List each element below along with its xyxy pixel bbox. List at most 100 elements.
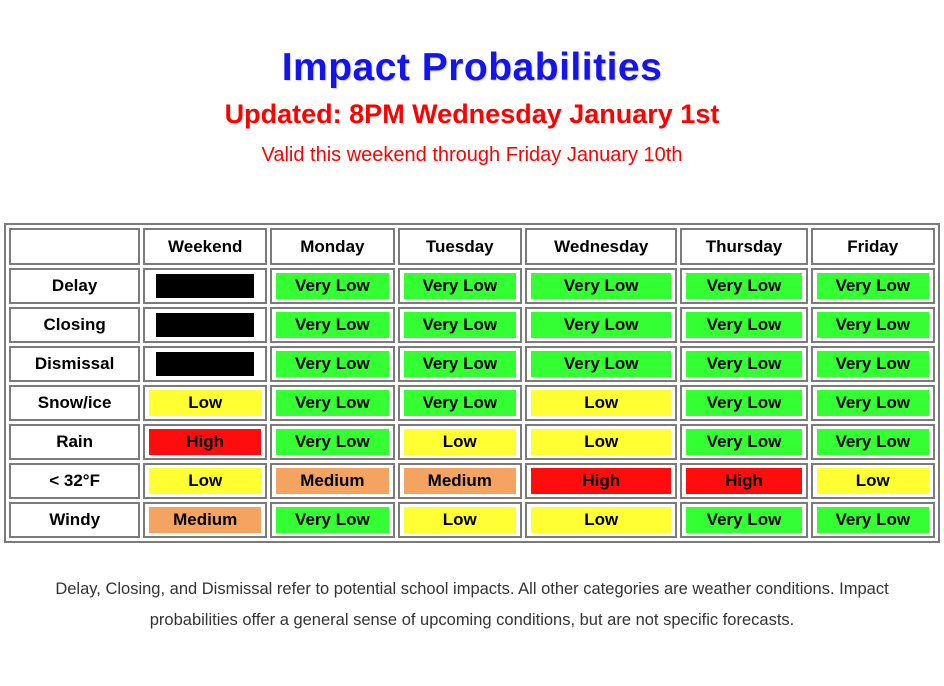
table-row-rain: Rain High Very Low Low Low Very Low Very… bbox=[9, 424, 935, 460]
header-row: Weekend Monday Tuesday Wednesday Thursda… bbox=[9, 228, 935, 265]
value-cell: Very Low bbox=[680, 385, 808, 421]
table-row-dismissal: Dismissal Very Low Very Low Very Low Ver… bbox=[9, 346, 935, 382]
value-cell: Very Low bbox=[680, 346, 808, 382]
probability-value: Low bbox=[149, 390, 262, 416]
probability-value bbox=[156, 313, 255, 337]
probability-value: Medium bbox=[276, 468, 389, 494]
probability-value: Very Low bbox=[816, 507, 929, 533]
probability-value bbox=[156, 352, 255, 376]
value-cell: Very Low bbox=[810, 385, 935, 421]
probability-value: Very Low bbox=[530, 273, 672, 299]
column-header-thursday: Thursday bbox=[680, 228, 808, 265]
table-body: Delay Very Low Very Low Very Low Very Lo… bbox=[9, 268, 935, 538]
value-cell: Medium bbox=[270, 463, 395, 499]
row-label-delay: Delay bbox=[9, 268, 141, 304]
value-cell: Very Low bbox=[397, 385, 522, 421]
value-cell: Medium bbox=[143, 502, 268, 538]
value-cell: Very Low bbox=[270, 346, 395, 382]
probability-value: Very Low bbox=[816, 429, 929, 455]
value-cell: High bbox=[143, 424, 268, 460]
column-header-blank bbox=[9, 228, 141, 265]
footer-disclaimer-line1: Delay, Closing, and Dismissal refer to p… bbox=[55, 580, 889, 598]
probability-value: Very Low bbox=[276, 429, 389, 455]
probability-value: Medium bbox=[149, 507, 262, 533]
probability-value: Low bbox=[816, 468, 929, 494]
impact-probabilities-table: Weekend Monday Tuesday Wednesday Thursda… bbox=[4, 223, 940, 543]
probability-value: Very Low bbox=[276, 312, 389, 338]
value-cell: Low bbox=[397, 424, 522, 460]
probability-value: High bbox=[149, 429, 262, 455]
value-cell: Low bbox=[143, 385, 268, 421]
probability-value bbox=[156, 274, 255, 298]
footer-disclaimer: Delay, Closing, and Dismissal refer to p… bbox=[0, 574, 944, 636]
value-cell: Very Low bbox=[810, 346, 935, 382]
value-cell bbox=[143, 268, 268, 304]
valid-range-note: Valid this weekend through Friday Januar… bbox=[261, 144, 683, 166]
value-cell: Very Low bbox=[810, 424, 935, 460]
column-header-wednesday: Wednesday bbox=[524, 228, 678, 265]
value-cell: Very Low bbox=[810, 307, 935, 343]
probability-value: Very Low bbox=[276, 351, 389, 377]
value-cell bbox=[143, 307, 268, 343]
table-row-windy: Windy Medium Very Low Low Low Very Low V… bbox=[9, 502, 935, 538]
column-header-weekend: Weekend bbox=[143, 228, 268, 265]
value-cell: Very Low bbox=[810, 268, 935, 304]
table-row-closing: Closing Very Low Very Low Very Low Very … bbox=[9, 307, 935, 343]
probability-value: Very Low bbox=[276, 273, 389, 299]
row-label-dismissal: Dismissal bbox=[9, 346, 141, 382]
table-row-delay: Delay Very Low Very Low Very Low Very Lo… bbox=[9, 268, 935, 304]
probability-value: Very Low bbox=[403, 312, 516, 338]
probability-value: Very Low bbox=[276, 390, 389, 416]
page-title: Impact Probabilities bbox=[281, 46, 663, 89]
probability-value: Low bbox=[403, 507, 516, 533]
updated-subtitle: Updated: 8PM Wednesday January 1st bbox=[224, 99, 720, 129]
page: Impact Probabilities Updated: 8PM Wednes… bbox=[0, 46, 944, 636]
value-cell: High bbox=[524, 463, 678, 499]
value-cell: Very Low bbox=[524, 346, 678, 382]
value-cell: Low bbox=[397, 502, 522, 538]
row-label-closing: Closing bbox=[9, 307, 141, 343]
table-header: Weekend Monday Tuesday Wednesday Thursda… bbox=[9, 228, 935, 265]
probability-value: Very Low bbox=[403, 351, 516, 377]
probability-value: High bbox=[686, 468, 802, 494]
row-label-below-32f: < 32°F bbox=[9, 463, 141, 499]
column-header-friday: Friday bbox=[810, 228, 935, 265]
value-cell: Very Low bbox=[397, 307, 522, 343]
probability-value: Very Low bbox=[686, 429, 802, 455]
value-cell: High bbox=[680, 463, 808, 499]
probability-value: Medium bbox=[403, 468, 516, 494]
probability-value: Low bbox=[530, 507, 672, 533]
value-cell: Very Low bbox=[397, 268, 522, 304]
value-cell: Very Low bbox=[270, 385, 395, 421]
probability-value: Low bbox=[403, 429, 516, 455]
probability-value: Very Low bbox=[530, 312, 672, 338]
probability-value: Very Low bbox=[403, 273, 516, 299]
probability-value: Very Low bbox=[816, 351, 929, 377]
probability-value: Very Low bbox=[686, 273, 802, 299]
value-cell: Very Low bbox=[270, 307, 395, 343]
table-row-below-32f: < 32°F Low Medium Medium High High Low bbox=[9, 463, 935, 499]
column-header-tuesday: Tuesday bbox=[397, 228, 522, 265]
value-cell bbox=[143, 346, 268, 382]
probability-value: High bbox=[530, 468, 672, 494]
value-cell: Low bbox=[810, 463, 935, 499]
value-cell: Very Low bbox=[524, 307, 678, 343]
probability-value: Very Low bbox=[686, 351, 802, 377]
value-cell: Very Low bbox=[680, 307, 808, 343]
probability-value: Very Low bbox=[816, 390, 929, 416]
row-label-snow-ice: Snow/ice bbox=[9, 385, 141, 421]
probability-value: Very Low bbox=[276, 507, 389, 533]
footer-disclaimer-line2: probabilities offer a general sense of u… bbox=[149, 611, 795, 629]
value-cell: Very Low bbox=[397, 346, 522, 382]
value-cell: Low bbox=[143, 463, 268, 499]
value-cell: Very Low bbox=[680, 502, 808, 538]
probability-value: Low bbox=[149, 468, 262, 494]
probability-value: Very Low bbox=[686, 390, 802, 416]
column-header-monday: Monday bbox=[270, 228, 395, 265]
value-cell: Very Low bbox=[680, 268, 808, 304]
probability-value: Very Low bbox=[816, 312, 929, 338]
probability-value: Very Low bbox=[530, 351, 672, 377]
probability-value: Low bbox=[530, 390, 672, 416]
value-cell: Very Low bbox=[810, 502, 935, 538]
probability-value: Very Low bbox=[686, 507, 802, 533]
